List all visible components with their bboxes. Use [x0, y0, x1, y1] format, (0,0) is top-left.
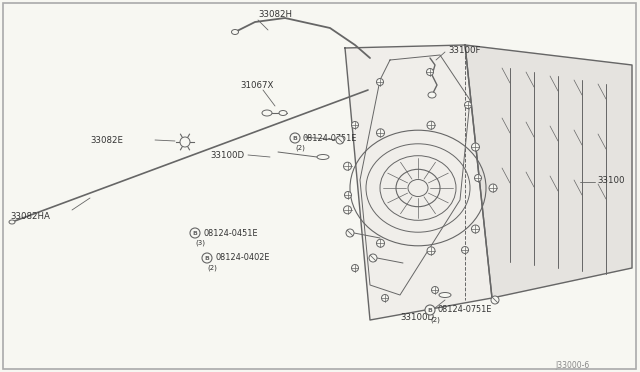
Text: (2): (2)	[207, 265, 217, 271]
Circle shape	[376, 239, 385, 247]
Text: 33100D: 33100D	[400, 314, 434, 323]
Text: 08124-0451E: 08124-0451E	[203, 228, 257, 237]
Circle shape	[351, 122, 358, 128]
Circle shape	[474, 174, 481, 182]
Circle shape	[425, 305, 435, 315]
Text: B: B	[193, 231, 197, 235]
Text: 33100: 33100	[597, 176, 625, 185]
Text: 33082E: 33082E	[90, 135, 123, 144]
Circle shape	[351, 264, 358, 272]
Circle shape	[491, 296, 499, 304]
Circle shape	[369, 254, 377, 262]
Text: 33082H: 33082H	[258, 10, 292, 19]
Circle shape	[472, 143, 479, 151]
Circle shape	[427, 247, 435, 255]
Polygon shape	[345, 45, 492, 320]
Text: 31067X: 31067X	[240, 80, 273, 90]
Text: (3): (3)	[195, 240, 205, 246]
Text: 08124-0751E: 08124-0751E	[438, 305, 492, 314]
Circle shape	[336, 136, 344, 144]
Circle shape	[346, 229, 354, 237]
Text: (2): (2)	[430, 317, 440, 323]
Text: J33000-6: J33000-6	[555, 360, 589, 369]
Ellipse shape	[439, 292, 451, 298]
Text: B: B	[428, 308, 433, 312]
Circle shape	[461, 247, 468, 253]
Circle shape	[290, 133, 300, 143]
Text: B: B	[292, 135, 298, 141]
Text: 33100D: 33100D	[210, 151, 244, 160]
Circle shape	[344, 192, 351, 199]
Ellipse shape	[428, 92, 436, 98]
Text: (2): (2)	[295, 145, 305, 151]
Circle shape	[426, 68, 433, 76]
Circle shape	[472, 225, 479, 233]
Ellipse shape	[9, 220, 15, 224]
Circle shape	[381, 295, 388, 301]
Ellipse shape	[279, 110, 287, 115]
Ellipse shape	[232, 29, 239, 35]
Circle shape	[376, 129, 385, 137]
Text: 33100F: 33100F	[448, 45, 481, 55]
Circle shape	[376, 78, 383, 86]
Circle shape	[344, 162, 351, 170]
Circle shape	[202, 253, 212, 263]
Circle shape	[427, 121, 435, 129]
Text: 08124-0402E: 08124-0402E	[215, 253, 269, 263]
Circle shape	[180, 137, 190, 147]
Text: 33082HA: 33082HA	[10, 212, 50, 221]
Text: 08124-0751E: 08124-0751E	[303, 134, 357, 142]
Circle shape	[190, 228, 200, 238]
Text: B: B	[205, 256, 209, 260]
Circle shape	[431, 286, 438, 294]
Ellipse shape	[317, 154, 329, 160]
Circle shape	[465, 102, 472, 109]
Circle shape	[344, 206, 351, 214]
Polygon shape	[465, 45, 632, 298]
Ellipse shape	[262, 110, 272, 116]
Circle shape	[489, 184, 497, 192]
